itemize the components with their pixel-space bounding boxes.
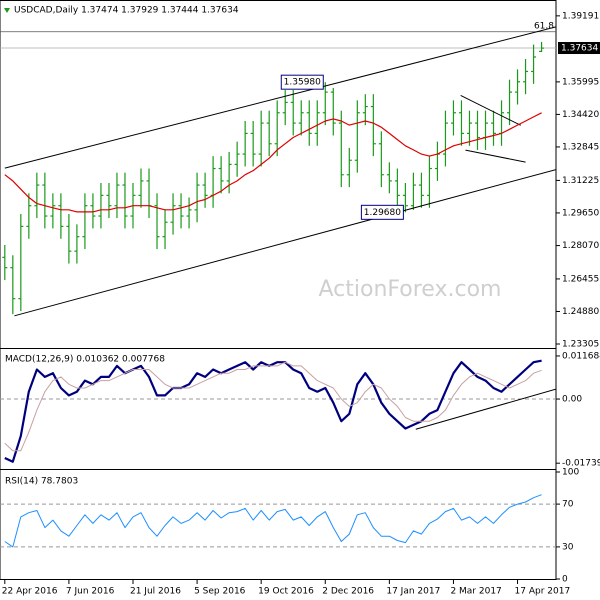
y-tick-label: 1.35995 — [562, 77, 599, 87]
panel-title: MACD(12,26,9) 0.010362 0.007768 — [5, 355, 165, 365]
y-tick-label: 1.28070 — [562, 241, 599, 251]
y-tick-label: 1.34420 — [562, 110, 599, 120]
y-tick-label: 1.39191 — [562, 11, 599, 21]
fib-label: 61.8 — [534, 21, 554, 31]
panel — [0, 26, 556, 317]
trendline — [465, 149, 526, 163]
x-tick-label: 21 Jul 2016 — [130, 587, 181, 597]
x-tick-label: 19 Oct 2016 — [258, 587, 314, 597]
series-line — [4, 494, 542, 548]
annotation-box — [280, 74, 324, 90]
annotation-label: 1.35980 — [284, 78, 321, 88]
last-price-box — [558, 42, 600, 55]
annotation-label: 1.29680 — [364, 208, 401, 218]
trendline — [14, 169, 556, 317]
series-line — [4, 112, 542, 213]
y-tick-label: 1.26455 — [562, 274, 599, 284]
trendline — [415, 388, 556, 430]
series-line — [4, 359, 542, 463]
y-tick-label: 1.29650 — [562, 208, 599, 218]
x-tick-label: 2 Dec 2016 — [322, 587, 374, 597]
y-tick-label: 1.32845 — [562, 142, 599, 152]
y-tick-label: 0.011684 — [562, 351, 600, 361]
x-tick-label: 17 Apr 2017 — [515, 587, 571, 597]
y-tick-label: 1.31225 — [562, 176, 599, 186]
y-tick-label: 1.24880 — [562, 307, 599, 317]
annotation-box — [360, 204, 404, 220]
panel-title: RSI(14) 78.7803 — [5, 477, 78, 487]
y-tick-label: 1.23305 — [562, 340, 599, 350]
x-tick-label: 5 Sep 2016 — [194, 587, 246, 597]
x-tick-label: 2 Mar 2017 — [450, 587, 501, 597]
trendline — [4, 26, 556, 169]
x-tick-label: 17 Jan 2017 — [386, 587, 440, 597]
y-tick-label: 0 — [562, 575, 568, 585]
trendline — [460, 94, 521, 126]
y-tick-label: 30 — [562, 542, 574, 552]
last-price-label: 1.37634 — [561, 44, 598, 54]
y-tick-label: -0.017394 — [562, 459, 600, 469]
y-tick-label: 70 — [562, 500, 574, 510]
series-line — [4, 361, 542, 452]
x-tick-label: 22 Apr 2016 — [2, 587, 58, 597]
y-tick-label: 0.00 — [562, 395, 582, 405]
symbol-icon — [4, 8, 10, 13]
y-tick-label: 100 — [562, 468, 579, 478]
panel — [0, 359, 556, 463]
panel — [0, 494, 556, 548]
watermark: ActionForex.com — [319, 277, 502, 302]
x-tick-label: 7 Jun 2016 — [66, 587, 115, 597]
panel-title: USDCAD,Daily 1.37474 1.37929 1.37444 1.3… — [14, 6, 239, 16]
